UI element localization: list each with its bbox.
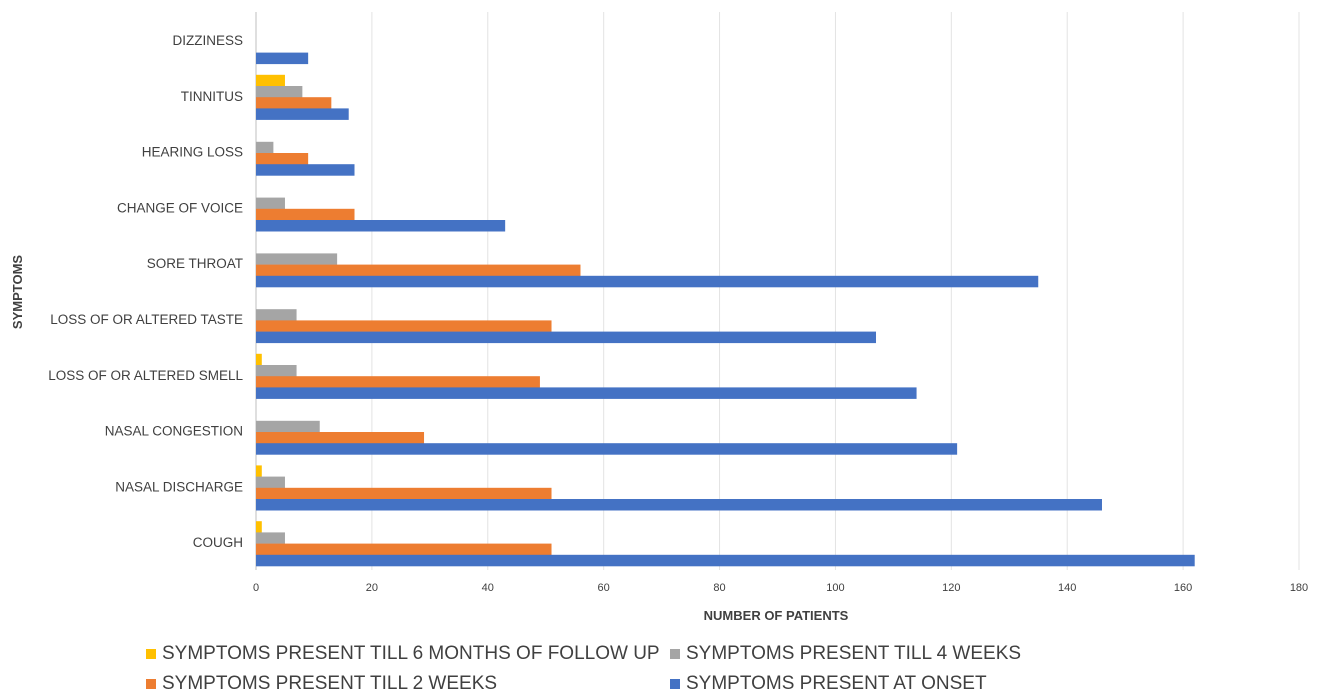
legend-label: SYMPTOMS PRESENT TILL 6 MONTHS OF FOLLOW… (162, 643, 660, 664)
legend-label: SYMPTOMS PRESENT TILL 4 WEEKS (686, 643, 1022, 664)
category-label: NASAL DISCHARGE (115, 479, 243, 494)
legend-item: SYMPTOMS PRESENT AT ONSET (670, 673, 987, 695)
bar (256, 420, 320, 433)
legend-item: SYMPTOMS PRESENT TILL 2 WEEKS (146, 673, 497, 695)
category-label: SORE THROAT (147, 256, 243, 271)
bar (256, 97, 332, 109)
x-tick-label: 80 (713, 582, 725, 594)
bar (256, 432, 425, 444)
category-label: NASAL CONGESTION (105, 424, 243, 439)
bar (256, 153, 309, 165)
x-tick-label: 100 (826, 582, 844, 594)
category-labels: COUGH NASAL DISCHARGE NASAL CONGESTION LOSS… (48, 33, 243, 550)
x-tick-label: 180 (1290, 582, 1308, 594)
bar (256, 320, 552, 332)
bar (256, 253, 338, 265)
x-tick-label: 60 (598, 582, 610, 594)
x-axis-title: NUMBER OF PATIENTS (704, 608, 849, 623)
bar (256, 331, 877, 344)
bar (256, 443, 958, 455)
legend-swatch (670, 649, 680, 659)
bar (256, 264, 581, 277)
legend-item: SYMPTOMS PRESENT TILL 4 WEEKS (670, 643, 1021, 665)
category-label: TINNITUS (181, 89, 243, 104)
bars (256, 52, 1195, 567)
x-tick-labels: 0 20 40 60 80 100 120 140 160 180 (253, 582, 1308, 594)
category-label: COUGH (193, 535, 243, 550)
bar (256, 532, 285, 544)
bar (256, 476, 285, 489)
bar (256, 353, 262, 366)
grid-lines (255, 12, 1300, 570)
bar (256, 487, 552, 500)
bar-chart: COUGH NASAL DISCHARGE NASAL CONGESTION LOSS… (10, 12, 1308, 623)
bar (256, 220, 506, 232)
x-tick-label: 0 (253, 582, 259, 594)
bar (256, 275, 1039, 288)
bar (256, 554, 1195, 567)
bar (256, 365, 297, 377)
bar (256, 108, 349, 120)
category-label: LOSS OF OR ALTERED SMELL (48, 368, 243, 383)
legend-swatch (146, 649, 156, 659)
bar (256, 52, 309, 65)
category-label: DIZZINESS (172, 33, 243, 48)
y-axis-title: SYMPTOMS (10, 255, 25, 329)
x-tick-label: 40 (482, 582, 494, 594)
bar (256, 521, 262, 533)
bar (256, 164, 355, 176)
x-tick-label: 140 (1058, 582, 1076, 594)
legend-label: SYMPTOMS PRESENT AT ONSET (686, 673, 987, 694)
category-label: LOSS OF OR ALTERED TASTE (50, 312, 243, 327)
legend-label: SYMPTOMS PRESENT TILL 2 WEEKS (162, 673, 498, 694)
bar (256, 499, 1102, 511)
bar (256, 309, 297, 321)
bar (256, 387, 917, 399)
category-label: CHANGE OF VOICE (117, 200, 243, 215)
legend-item: SYMPTOMS PRESENT TILL 6 MONTHS OF FOLLOW… (146, 643, 660, 665)
x-tick-label: 160 (1174, 582, 1192, 594)
bar (256, 376, 540, 388)
bar (256, 197, 285, 210)
bar (256, 86, 303, 98)
x-tick-label: 20 (366, 582, 378, 594)
legend-swatch (670, 679, 680, 689)
bar (256, 465, 262, 477)
x-tick-label: 120 (942, 582, 960, 594)
category-label: HEARING LOSS (142, 145, 243, 160)
legend-swatch (146, 679, 156, 689)
bar (256, 208, 355, 221)
bar (256, 74, 285, 87)
bar (256, 141, 274, 154)
bar (256, 543, 552, 556)
